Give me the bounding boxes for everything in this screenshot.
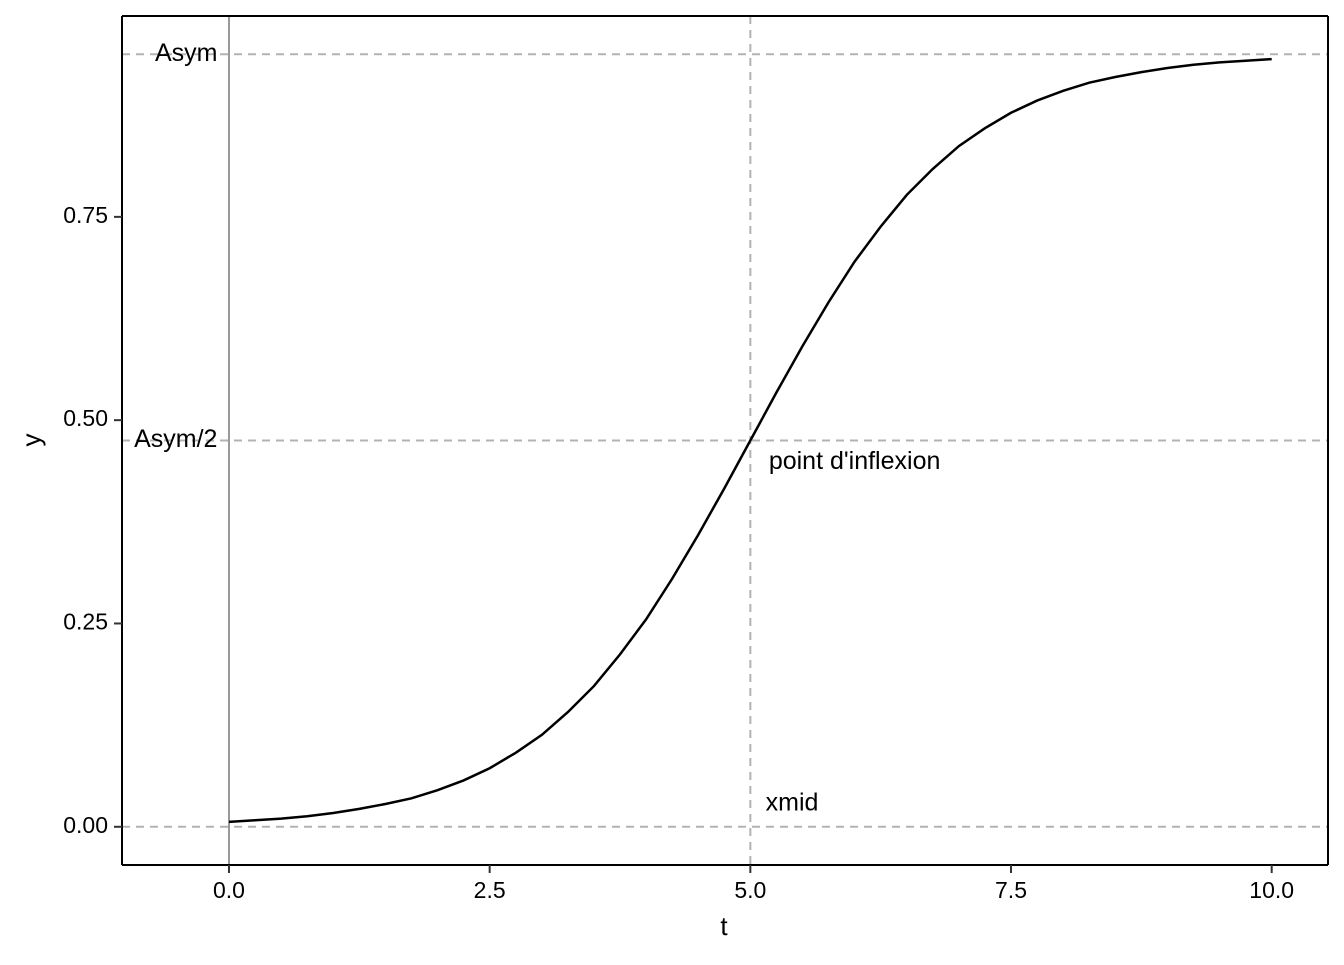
x-tick-label: 2.5 (474, 877, 506, 903)
annotation: Asym (155, 39, 218, 67)
y-tick-label: 0.00 (63, 812, 108, 838)
annotation: xmid (766, 789, 819, 817)
data-line (228, 57, 1272, 824)
y-tick-label: 0.50 (63, 405, 108, 431)
annotation: Asym/2 (134, 425, 217, 453)
x-tick-label: 0.0 (213, 877, 245, 903)
x-axis-label: t (720, 911, 728, 941)
x-tick-label: 5.0 (734, 877, 766, 903)
x-tick-label: 7.5 (995, 877, 1027, 903)
annotation: point d'inflexion (769, 447, 941, 475)
y-tick-label: 0.25 (63, 609, 108, 635)
y-tick-label: 0.75 (63, 202, 108, 228)
x-tick-label: 10.0 (1249, 877, 1294, 903)
y-axis-label: y (16, 434, 46, 447)
